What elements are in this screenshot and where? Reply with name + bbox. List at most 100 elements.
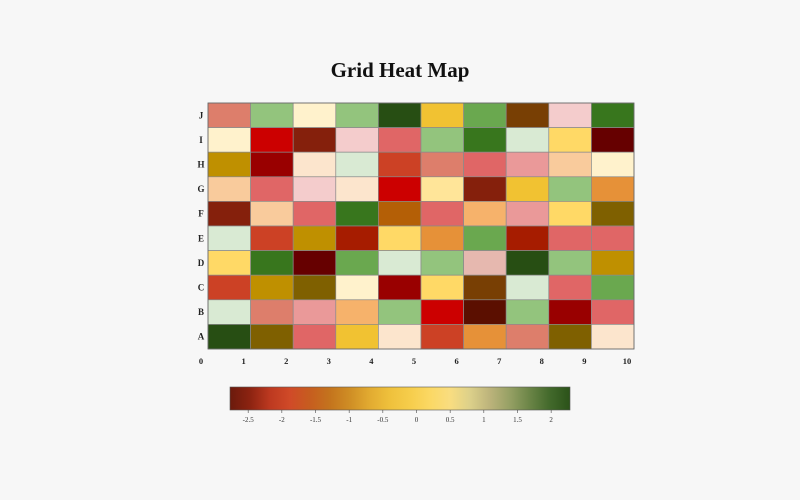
heatmap-frame [207,102,635,350]
heatmap-cell [463,176,507,202]
heatmap-cell [250,225,294,251]
heatmap-cell [548,299,592,325]
heatmap-cell [420,225,464,251]
y-tick-label: F [198,209,204,219]
y-tick-label: D [198,258,205,268]
heatmap-cell [250,102,294,128]
colorbar-gradient [229,386,571,411]
heatmap-cell [505,250,550,276]
heatmap-cell [591,250,635,276]
y-tick-label: E [198,233,204,243]
heatmap-cell [463,299,507,325]
heatmap-cell [207,274,251,301]
heatmap-cell [335,176,379,202]
y-tick-label: J [199,110,204,120]
heatmap-cell [335,127,379,153]
heatmap-cell [548,102,592,128]
heatmap-cell [591,299,635,325]
heatmap-cell [207,324,251,350]
y-tick-label: B [198,307,204,317]
colorbar-tick-label: 1.5 [513,416,522,424]
heatmap-cell [250,176,294,202]
heatmap-cell [207,127,251,153]
heatmap-cell [505,324,550,350]
colorbar-tick-label: -1.5 [310,416,322,424]
x-tick-label: 1 [241,356,245,366]
y-tick-label: H [197,160,204,170]
heatmap-cell [207,201,251,227]
y-tick-label: G [197,184,204,194]
heatmap-cell [335,201,379,227]
heatmap-cell [548,201,592,227]
heatmap-cell [505,299,550,325]
heatmap-cell [335,250,379,276]
heatmap-cell [292,151,337,178]
y-axis: J I H G F E D C B A [197,110,204,341]
heatmap-cell [548,324,592,350]
x-tick-label: 4 [369,356,374,366]
heatmap-cell [505,176,550,202]
x-tick-label: 3 [327,356,331,366]
heatmap-cell [463,324,507,350]
heatmap-cell [250,201,294,227]
heatmap-cell [378,176,422,202]
heatmap-cell [548,274,592,301]
heatmap-cell [378,127,422,153]
heatmap-cell [505,274,550,301]
heatmap-cell [505,102,550,128]
heatmap-cell [463,102,507,128]
heatmap-grid [207,102,635,350]
heatmap-cell [335,274,379,301]
heatmap-cell [292,176,337,202]
heatmap-cell [505,127,550,153]
heatmap-cell [591,324,635,350]
heatmap-cell [420,127,464,153]
heatmap-cell [207,250,251,276]
x-tick-label: 10 [623,356,632,366]
heatmap-cell [335,102,379,128]
x-tick-label: 7 [497,356,502,366]
heatmap-cell [548,225,592,251]
heatmap-cell [378,151,422,178]
heatmap-cell [378,299,422,325]
heatmap-cell [548,250,592,276]
heatmap-cell [463,225,507,251]
colorbar-tick-label: -2.5 [243,416,255,424]
heatmap-cell [292,127,337,153]
x-tick-label: 0 [199,356,203,366]
heatmap-cell [250,274,294,301]
heatmap-cell [250,250,294,276]
heatmap-cell [463,201,507,227]
colorbar-tick-label: 0.5 [446,416,455,424]
heatmap-cell [378,274,422,301]
heatmap-cell [548,151,592,178]
heatmap-cell [591,225,635,251]
heatmap-cell [250,127,294,153]
heatmap-cell [420,102,464,128]
heatmap-cell [207,102,251,128]
x-tick-label: 6 [454,356,458,366]
heatmap-cell [292,274,337,301]
heatmap-cell [548,127,592,153]
heatmap-cell [591,102,635,128]
colorbar: -2.5 -2 -1.5 -1 -0.5 0 0.5 1 1.5 2 [229,386,571,424]
heatmap-cell [463,127,507,153]
heatmap-cell [207,225,251,251]
heatmap-cell [378,225,422,251]
colorbar-tick-label: 2 [549,416,553,424]
heatmap-cell [335,299,379,325]
heatmap-cell [292,225,337,251]
heatmap-cell [250,151,294,178]
x-tick-label: 8 [540,356,544,366]
heatmap-cell [378,324,422,350]
heatmap-cell [207,151,251,178]
colorbar-tick-label: -1 [346,416,352,424]
heatmap-cell [591,274,635,301]
heatmap-cell [591,127,635,153]
heatmap-cell [420,250,464,276]
x-tick-label: 9 [582,356,586,366]
y-tick-label: I [199,135,203,145]
x-tick-label: 2 [284,356,288,366]
heatmap-cell [420,151,464,178]
